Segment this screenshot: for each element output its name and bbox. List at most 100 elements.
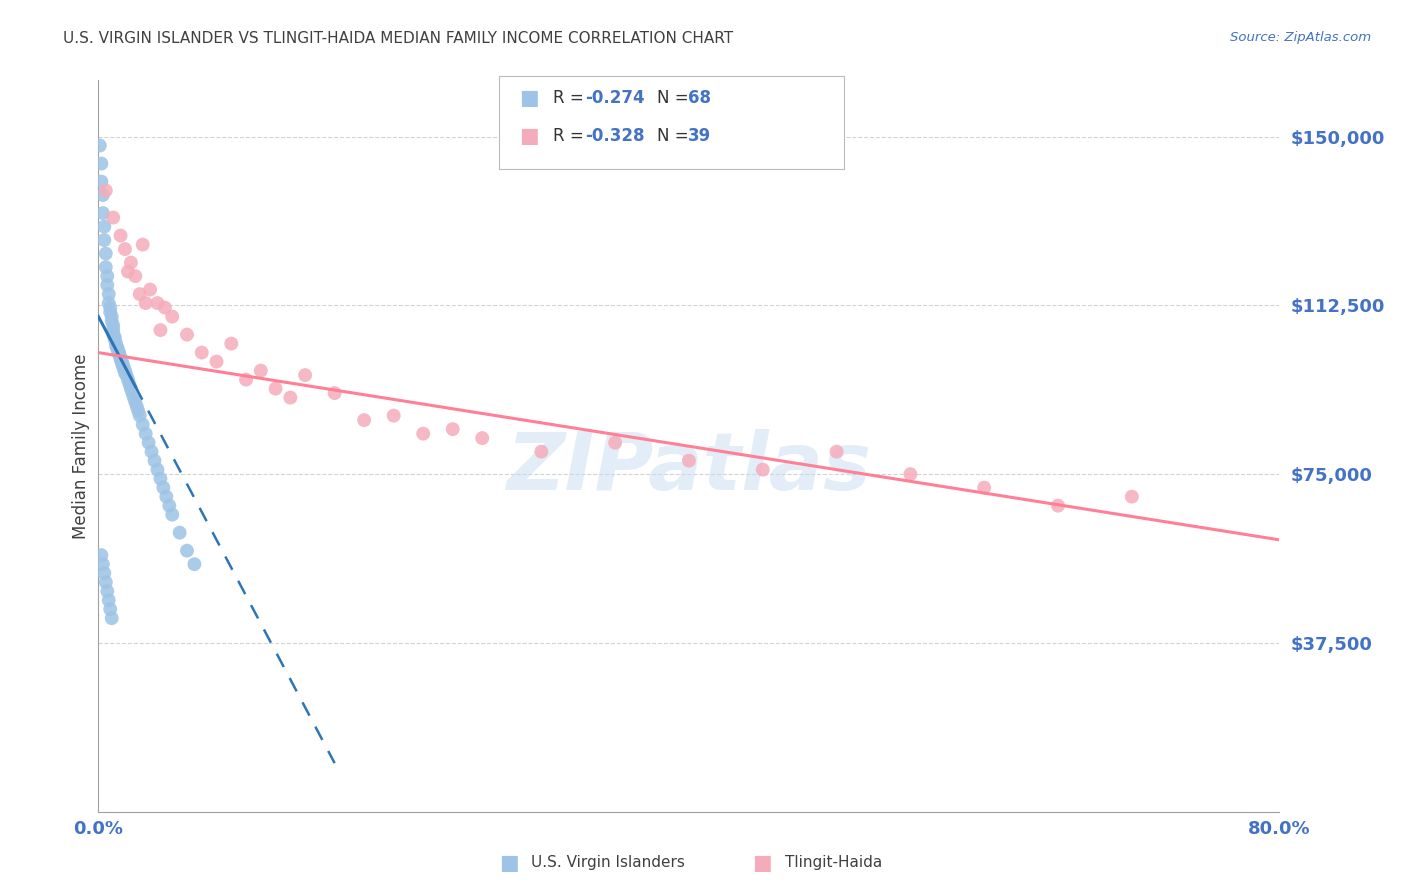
Point	[96, 584, 118, 599]
Point	[100, 611, 122, 625]
Text: Source: ZipAtlas.com: Source: ZipAtlas.com	[1230, 31, 1371, 45]
Point	[127, 404, 149, 418]
Point	[176, 543, 198, 558]
Point	[103, 323, 125, 337]
Point	[176, 327, 198, 342]
Point	[114, 366, 136, 380]
Point	[117, 373, 139, 387]
Text: U.S. Virgin Islanders: U.S. Virgin Islanders	[531, 855, 685, 870]
Text: R =: R =	[553, 89, 589, 107]
Point	[205, 354, 228, 368]
Point	[100, 314, 122, 328]
Point	[530, 444, 553, 458]
Point	[111, 354, 134, 368]
Text: ■: ■	[519, 88, 538, 108]
Point	[162, 508, 183, 522]
Point	[93, 233, 115, 247]
Point	[124, 269, 146, 284]
Point	[94, 246, 117, 260]
Text: U.S. VIRGIN ISLANDER VS TLINGIT-HAIDA MEDIAN FAMILY INCOME CORRELATION CHART: U.S. VIRGIN ISLANDER VS TLINGIT-HAIDA ME…	[63, 31, 734, 46]
Point	[235, 373, 257, 387]
Point	[323, 386, 346, 401]
Point	[110, 228, 132, 243]
Point	[100, 310, 122, 324]
Point	[97, 287, 120, 301]
Point	[108, 345, 131, 359]
Point	[110, 352, 132, 367]
Point	[752, 462, 775, 476]
Point	[93, 566, 115, 581]
Point	[605, 435, 627, 450]
Point	[105, 336, 128, 351]
Point	[98, 602, 121, 616]
Point	[128, 409, 150, 423]
Point	[104, 330, 127, 344]
Point	[104, 332, 127, 346]
Point	[103, 211, 125, 225]
Point	[117, 264, 139, 278]
Point	[135, 296, 157, 310]
Point	[250, 363, 273, 377]
Point	[110, 350, 132, 364]
Point	[678, 453, 700, 467]
Point	[294, 368, 316, 383]
Y-axis label: Median Family Income: Median Family Income	[72, 353, 90, 539]
Point	[146, 462, 169, 476]
Point	[264, 382, 287, 396]
Point	[114, 363, 136, 377]
Point	[112, 361, 135, 376]
Point	[153, 301, 176, 315]
Point	[139, 283, 162, 297]
Point	[141, 444, 163, 458]
Point	[112, 359, 135, 373]
Point	[138, 435, 160, 450]
Text: N =: N =	[657, 128, 693, 145]
Point	[155, 490, 177, 504]
Point	[353, 413, 375, 427]
Point	[121, 386, 143, 401]
Point	[152, 481, 174, 495]
Point	[122, 391, 145, 405]
Point	[90, 156, 112, 170]
Text: Tlingit-Haida: Tlingit-Haida	[785, 855, 882, 870]
Point	[125, 400, 148, 414]
Text: -0.328: -0.328	[585, 128, 644, 145]
Point	[191, 345, 214, 359]
Point	[94, 575, 117, 590]
Point	[162, 310, 183, 324]
Point	[114, 242, 136, 256]
Point	[135, 426, 157, 441]
Point	[107, 341, 129, 355]
Point	[973, 481, 995, 495]
Point	[96, 278, 118, 293]
Point	[94, 184, 117, 198]
Point	[91, 188, 114, 202]
Point	[157, 499, 180, 513]
Point	[91, 206, 114, 220]
Point	[441, 422, 464, 436]
Point	[107, 343, 129, 358]
Text: ■: ■	[752, 853, 772, 872]
Point	[103, 327, 125, 342]
Point	[89, 138, 111, 153]
Point	[90, 175, 112, 189]
Text: -0.274: -0.274	[585, 89, 644, 107]
Point	[149, 323, 172, 337]
Point	[280, 391, 302, 405]
Text: ■: ■	[519, 127, 538, 146]
Text: ZIPatlas: ZIPatlas	[506, 429, 872, 507]
Point	[149, 472, 172, 486]
Point	[91, 557, 114, 571]
Point	[169, 525, 191, 540]
Point	[132, 237, 155, 252]
Point	[94, 260, 117, 274]
Point	[412, 426, 434, 441]
Point	[97, 593, 120, 607]
Point	[143, 453, 166, 467]
Point	[118, 377, 141, 392]
Point	[98, 301, 121, 315]
Text: 39: 39	[688, 128, 711, 145]
Point	[93, 219, 115, 234]
Point	[1121, 490, 1143, 504]
Point	[900, 467, 922, 482]
